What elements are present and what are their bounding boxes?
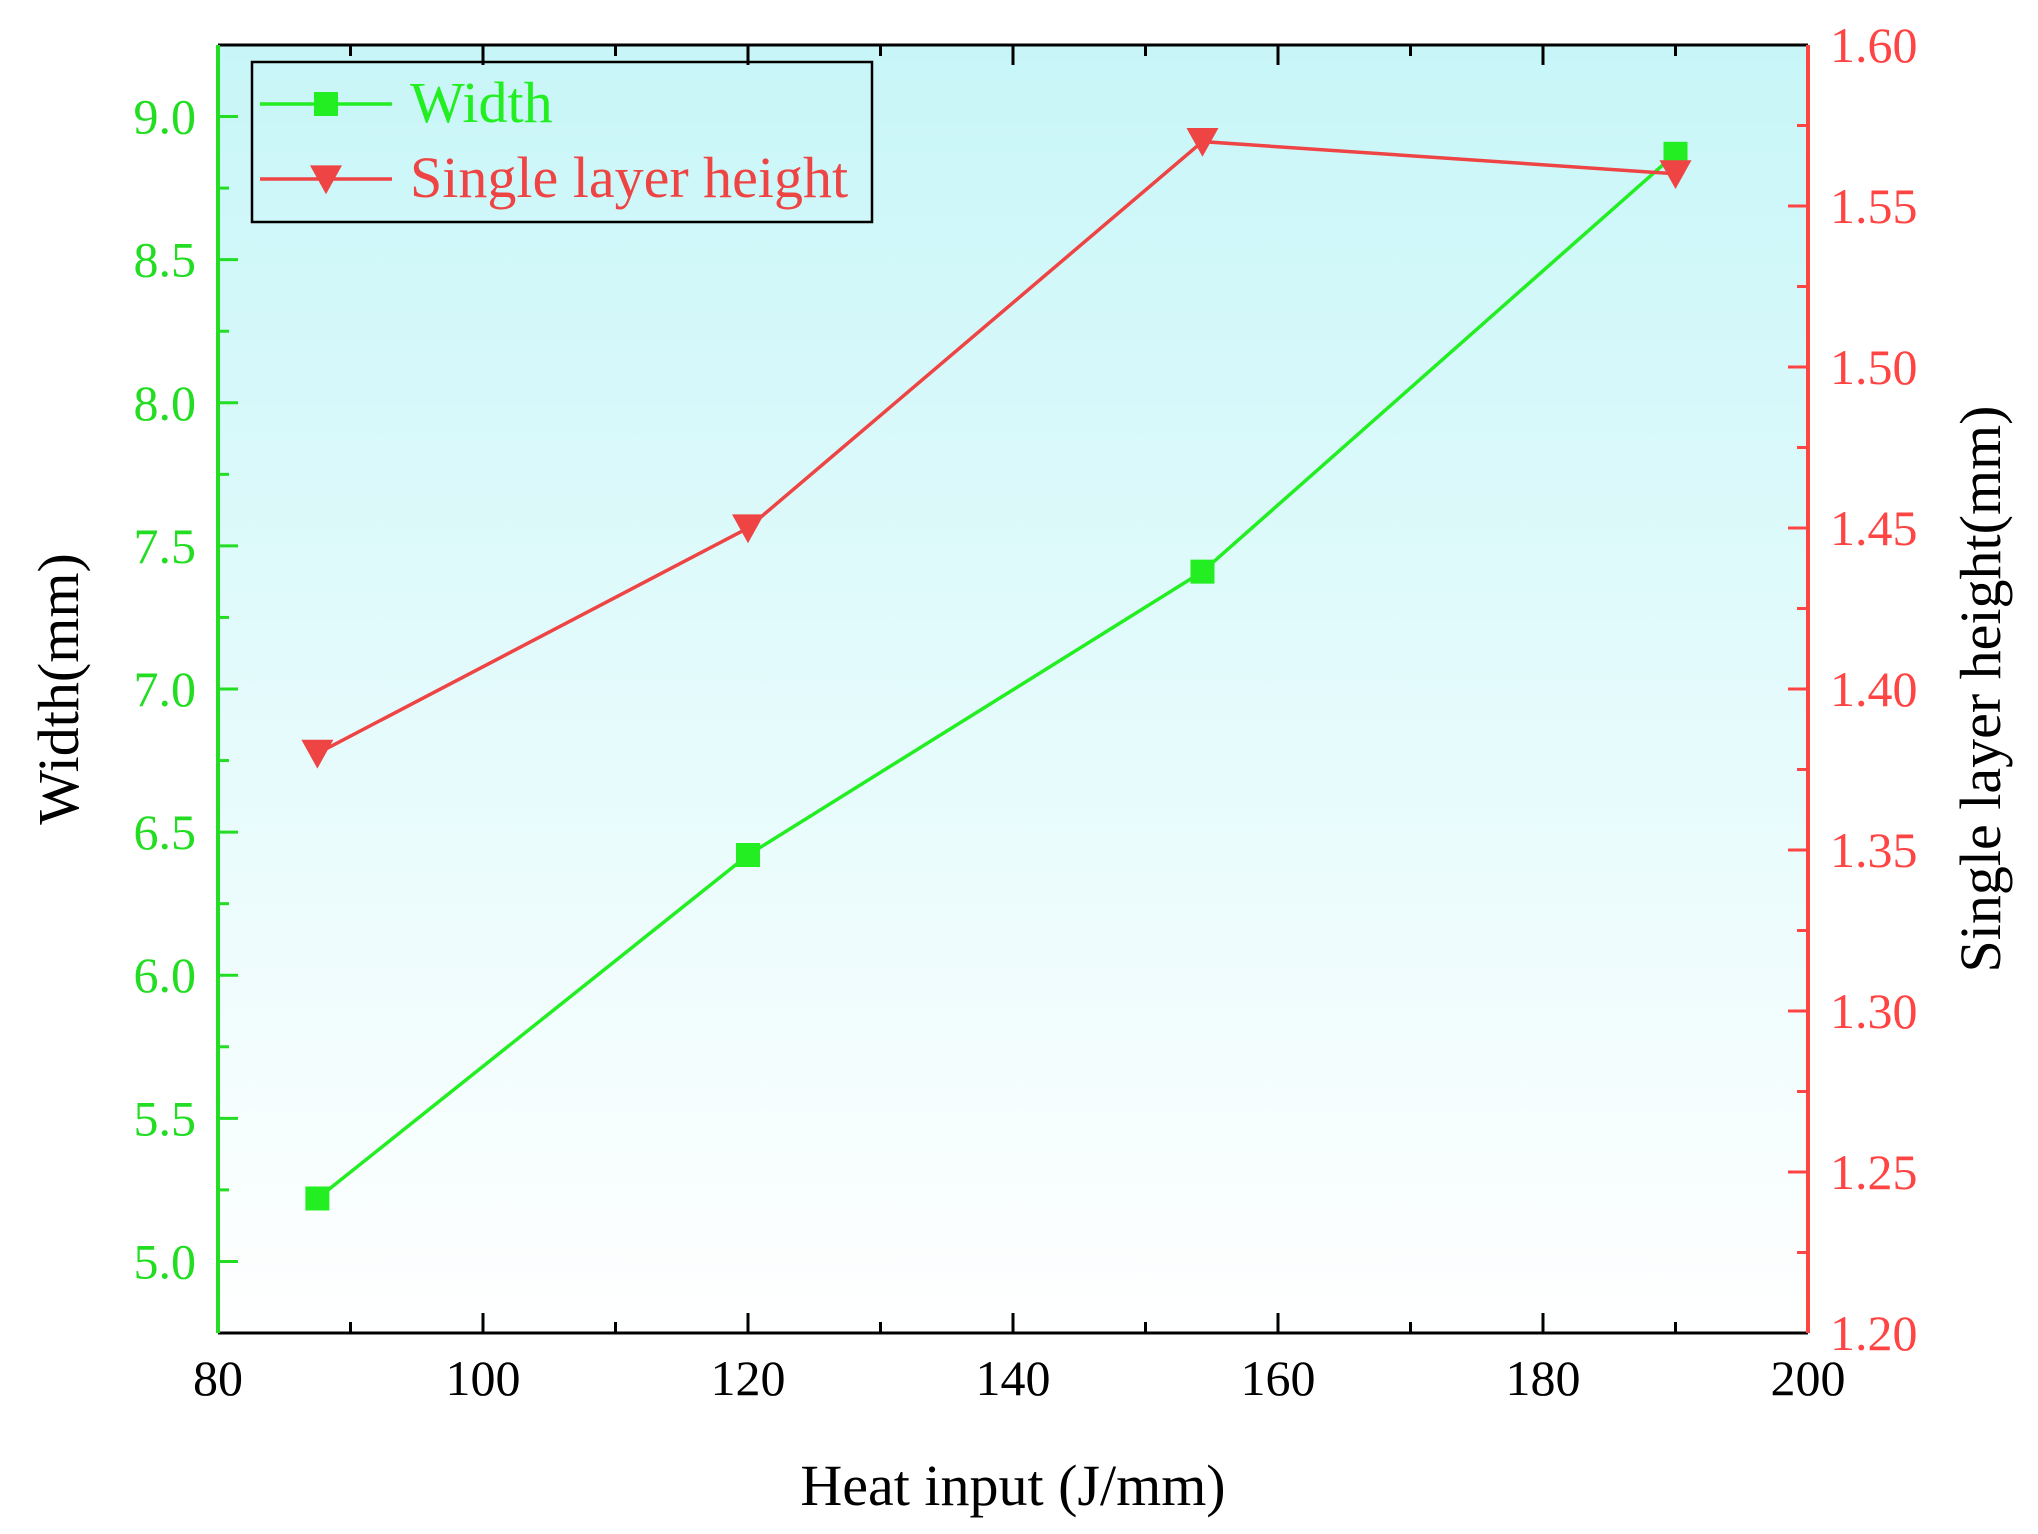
legend-label-single-layer-height: Single layer height xyxy=(410,145,848,210)
legend-marker-width xyxy=(314,92,338,116)
y-right-tick-label: 1.50 xyxy=(1830,339,1918,395)
x-tick-label: 140 xyxy=(976,1350,1051,1406)
y-left-tick-label: 6.0 xyxy=(134,947,197,1003)
y-left-tick-label: 5.0 xyxy=(134,1233,197,1289)
legend-box xyxy=(250,60,874,224)
y-left-tick-label: 8.0 xyxy=(134,375,197,431)
legend-label-width: Width xyxy=(410,70,553,135)
x-tick-label: 160 xyxy=(1241,1350,1316,1406)
y-right-tick-label: 1.60 xyxy=(1830,17,1918,73)
y-right-tick-label: 1.45 xyxy=(1830,500,1918,556)
series-line-single-layer-height xyxy=(316,139,1676,755)
y-left-tick-label: 5.5 xyxy=(134,1090,197,1146)
point-single-layer-height xyxy=(1659,160,1692,189)
y-right-tick-label: 1.55 xyxy=(1830,178,1918,234)
point-width xyxy=(1190,559,1215,584)
y-left-tick-label: 8.5 xyxy=(134,232,197,288)
y-right-tick-label: 1.40 xyxy=(1830,661,1918,717)
x-tick-label: 200 xyxy=(1771,1350,1846,1406)
x-axis-title: Heat input (J/mm) xyxy=(800,1453,1225,1518)
y-axis-right-title: Single layer height(mm) xyxy=(1948,406,2013,973)
y-right-tick-label: 1.25 xyxy=(1830,1144,1918,1200)
y-axis-left-title: Width(mm) xyxy=(26,553,91,825)
y-right-tick-label: 1.35 xyxy=(1830,822,1918,878)
series-line-width xyxy=(316,152,1677,1200)
y-left-tick-label: 7.5 xyxy=(134,518,197,574)
point-single-layer-height xyxy=(1186,128,1219,157)
x-tick-label: 80 xyxy=(193,1350,243,1406)
x-tick-label: 180 xyxy=(1506,1350,1581,1406)
point-width xyxy=(736,843,760,868)
legend-marker-single-layer-height xyxy=(310,165,342,195)
y-left-tick-label: 7.0 xyxy=(134,661,197,717)
x-tick-label: 120 xyxy=(711,1350,786,1406)
x-tick-label: 100 xyxy=(446,1350,521,1406)
y-left-tick-label: 9.0 xyxy=(134,89,197,145)
point-width xyxy=(305,1186,330,1211)
y-right-tick-label: 1.30 xyxy=(1830,983,1918,1039)
point-single-layer-height xyxy=(301,739,334,769)
legend: Width Single layer height xyxy=(250,60,874,224)
point-single-layer-height xyxy=(732,514,764,544)
y-left-tick-label: 6.5 xyxy=(134,804,197,860)
y-right-tick-label: 1.20 xyxy=(1830,1305,1918,1361)
